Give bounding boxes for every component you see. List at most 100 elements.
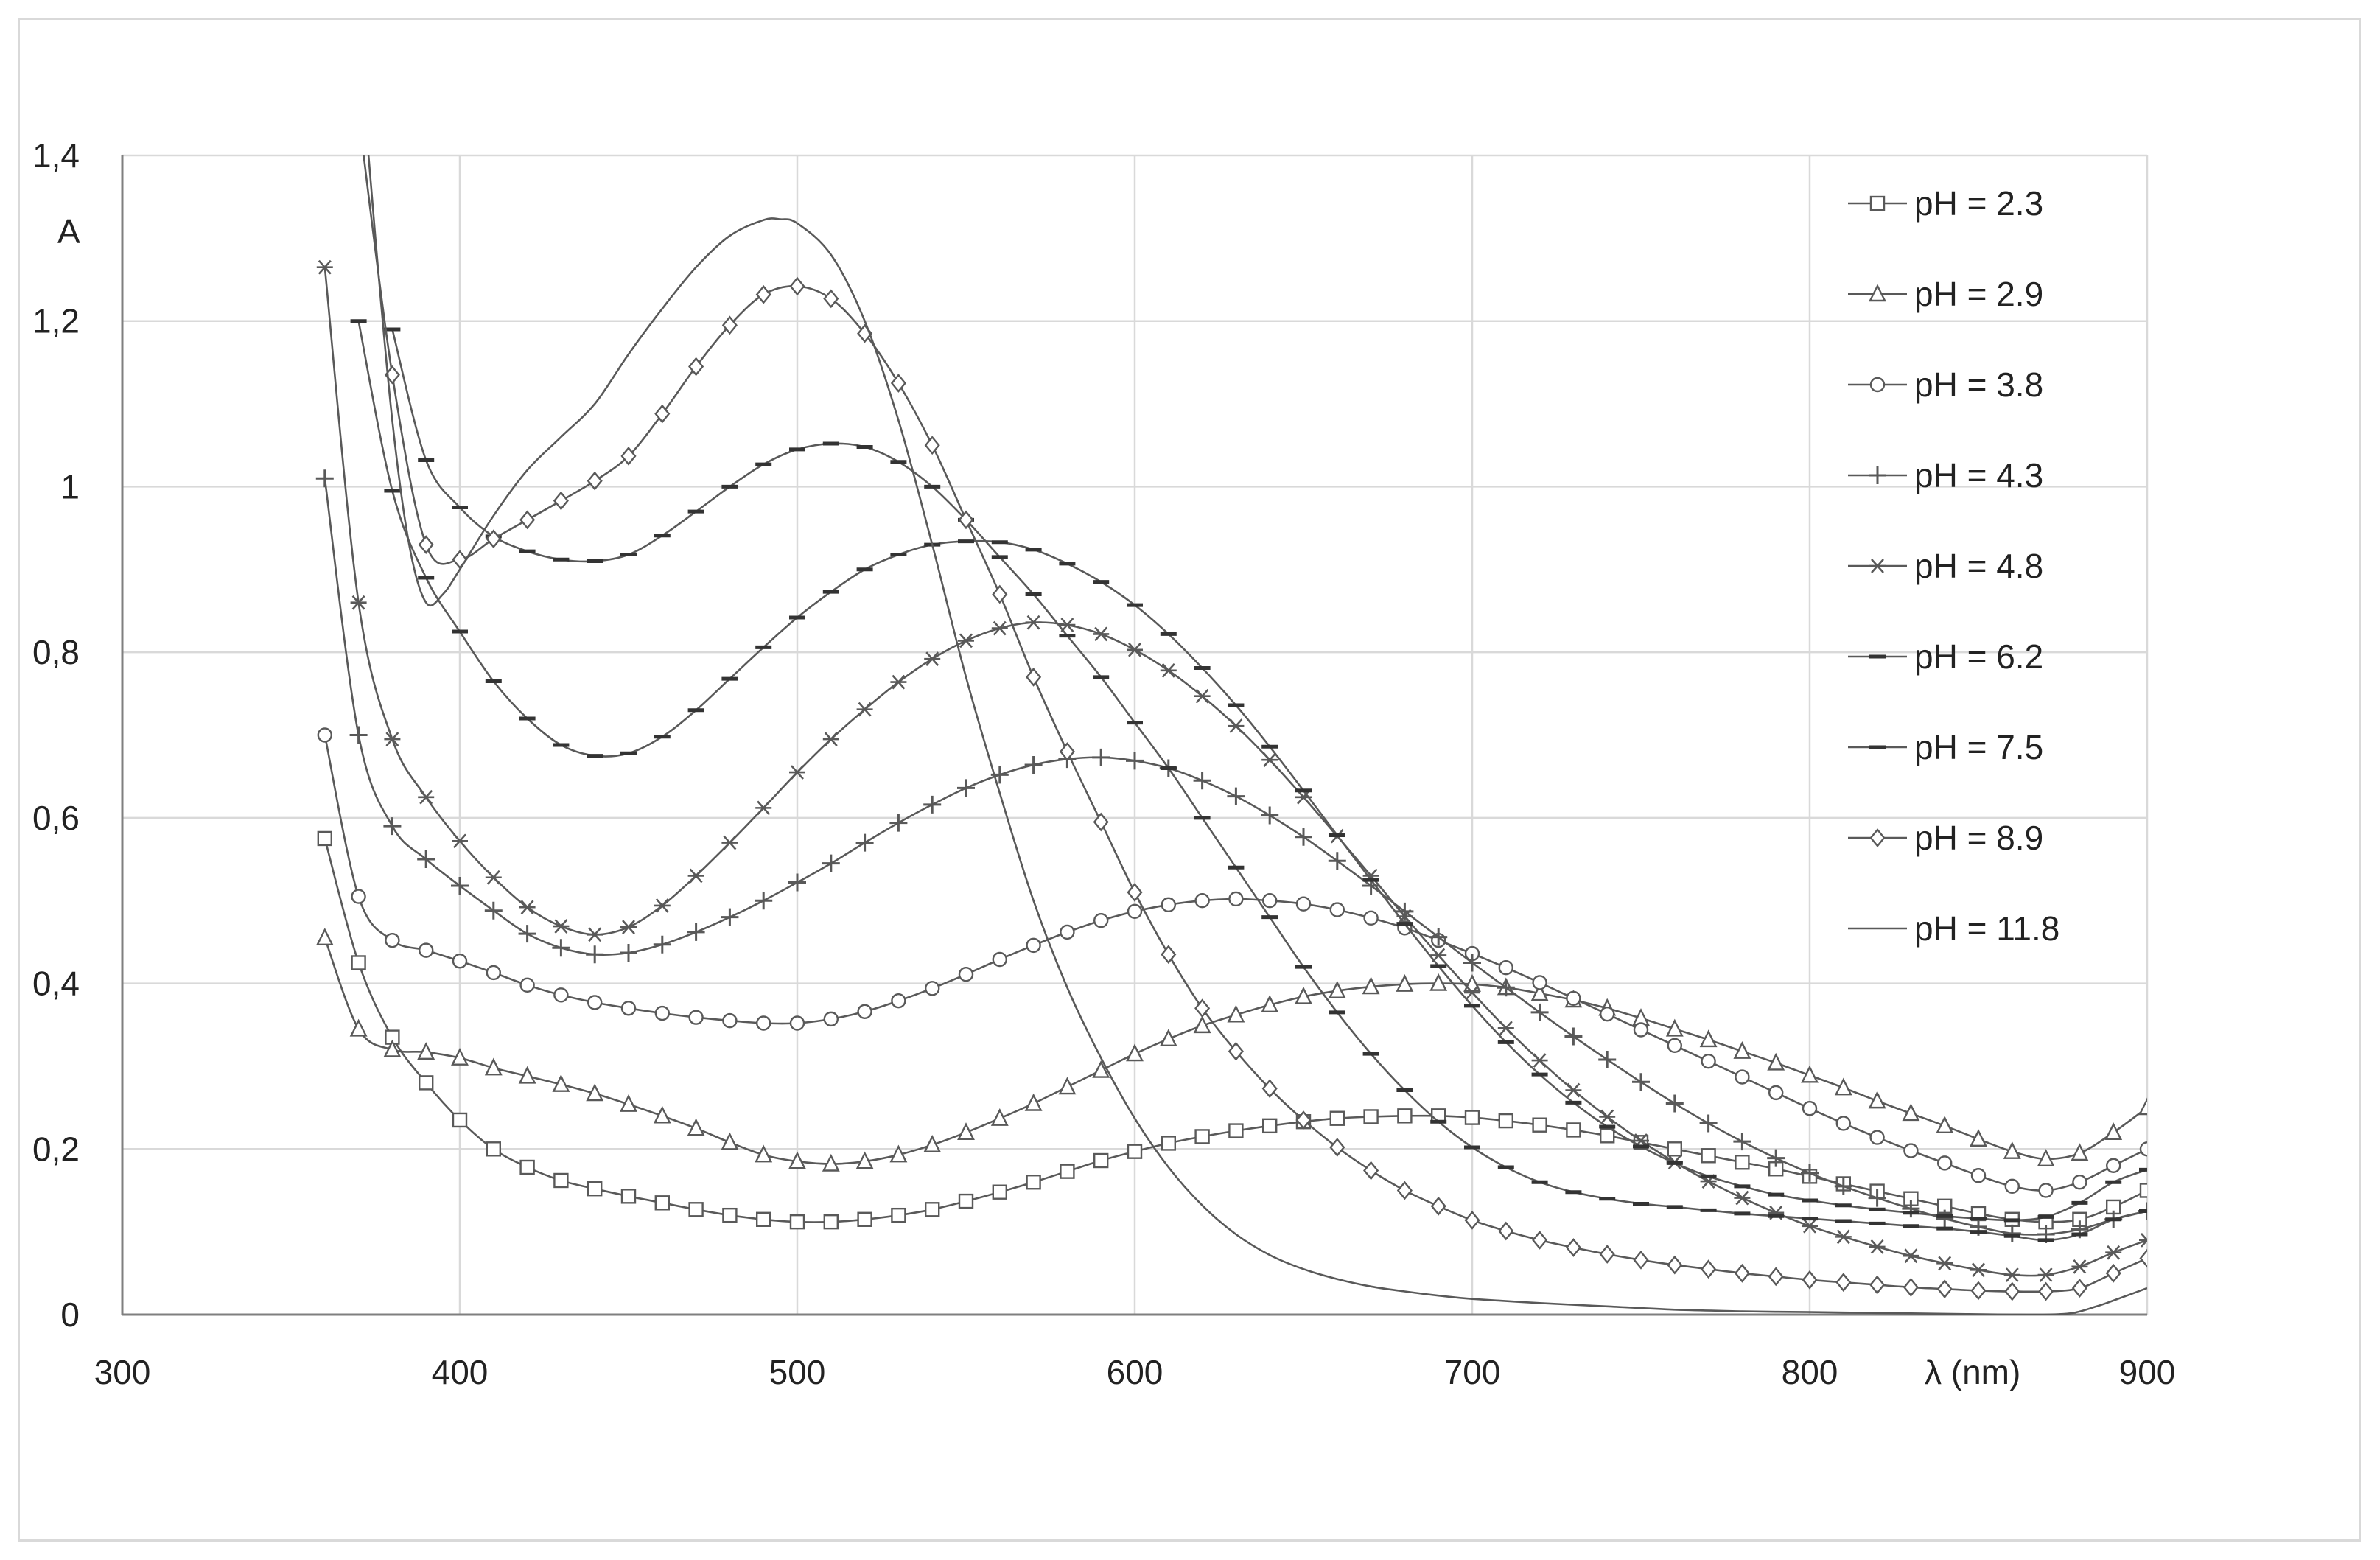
- data-point: [992, 951, 1008, 968]
- data-point: [958, 1193, 974, 1209]
- data-point: [1228, 1123, 1244, 1138]
- data-point: [2003, 1224, 2021, 1242]
- data-point: [1026, 937, 1041, 954]
- data-point: [789, 1214, 805, 1230]
- x-tick-label: 400: [432, 1353, 489, 1391]
- data-point: [351, 955, 366, 970]
- data-point: [1835, 1273, 1852, 1293]
- data-point: [1532, 1117, 1547, 1133]
- data-point: [722, 1207, 738, 1223]
- data-point: [1024, 755, 1043, 774]
- data-point: [484, 1057, 503, 1076]
- data-point: [1566, 990, 1581, 1006]
- data-point: [721, 908, 739, 926]
- y-tick-label: 0,4: [32, 965, 80, 1003]
- data-point: [1396, 974, 1414, 992]
- data-point: [1869, 195, 1886, 211]
- data-point: [1464, 1110, 1480, 1125]
- data-point: [519, 900, 536, 915]
- data-point: [1194, 1129, 1210, 1144]
- data-point: [2037, 1149, 2055, 1166]
- data-point: [484, 901, 503, 920]
- legend-label: pH = 2.3: [1914, 184, 2043, 223]
- data-point: [1228, 1041, 1244, 1061]
- data-point: [1531, 1053, 1548, 1068]
- legend-label: pH = 3.8: [1914, 365, 2043, 404]
- data-point: [620, 920, 637, 935]
- data-point: [1127, 903, 1143, 920]
- data-point: [1869, 284, 1886, 302]
- data-point: [890, 674, 907, 690]
- legend-item: pH = 4.8: [1848, 547, 2043, 585]
- data-point: [2105, 1158, 2121, 1173]
- data-point: [552, 939, 570, 957]
- data-point: [1936, 1116, 1954, 1134]
- data-point: [1768, 1267, 1784, 1287]
- data-point: [349, 1018, 368, 1037]
- data-point: [620, 446, 637, 466]
- data-point: [1633, 1022, 1649, 1038]
- data-point: [654, 1195, 670, 1211]
- data-point: [721, 315, 738, 335]
- data-point: [991, 620, 1008, 636]
- data-point: [688, 357, 704, 377]
- data-point: [889, 814, 908, 832]
- series-group: [315, 155, 2147, 1315]
- legend-label: pH = 8.9: [1914, 819, 2043, 857]
- series-line: [323, 478, 2147, 1236]
- data-point: [1463, 954, 1481, 972]
- data-point: [1228, 891, 1244, 907]
- data-point: [1733, 1041, 1751, 1059]
- data-point: [1160, 662, 1177, 678]
- data-point: [1903, 1248, 1919, 1264]
- legend-item: pH = 3.8: [1848, 365, 2043, 404]
- legend-label: pH = 11.8: [1914, 909, 2059, 948]
- data-point: [1633, 1250, 1649, 1270]
- data-point: [1161, 945, 1177, 965]
- data-point: [990, 1108, 1009, 1126]
- data-point: [788, 1151, 806, 1169]
- data-point: [418, 535, 434, 554]
- data-point: [1194, 998, 1211, 1018]
- data-point: [1060, 1164, 1075, 1179]
- data-point: [1092, 748, 1110, 766]
- data-point: [1936, 1209, 1954, 1228]
- y-tick-label: 0,6: [32, 799, 80, 837]
- data-point: [2004, 1178, 2020, 1195]
- data-point: [755, 800, 772, 816]
- data-point: [822, 854, 840, 872]
- data-point: [789, 276, 805, 296]
- data-point: [1430, 1196, 1446, 1216]
- data-point: [1159, 1029, 1177, 1047]
- x-tick-label: 900: [2119, 1353, 2176, 1391]
- data-point: [1802, 1101, 1818, 1116]
- y-tick-label: 1: [60, 467, 80, 506]
- data-point: [1363, 910, 1379, 926]
- data-point: [1835, 1116, 1852, 1131]
- data-point: [1599, 1109, 1616, 1124]
- data-point: [923, 795, 942, 814]
- data-point: [1970, 1262, 1987, 1278]
- legend-label: pH = 7.5: [1914, 728, 2043, 766]
- data-point: [1227, 1004, 1245, 1023]
- data-point: [2038, 1281, 2054, 1301]
- data-point: [1498, 960, 1514, 976]
- data-point: [451, 1048, 469, 1066]
- data-point: [1026, 1175, 1041, 1190]
- data-point: [1970, 1281, 1987, 1301]
- data-point: [822, 1153, 840, 1172]
- data-point: [486, 965, 501, 981]
- data-point: [653, 1105, 671, 1124]
- data-point: [519, 1159, 535, 1175]
- data-point: [385, 932, 400, 948]
- data-point: [1295, 896, 1312, 912]
- data-point: [1329, 1138, 1345, 1157]
- data-point: [2003, 1141, 2021, 1159]
- legend-item: pH = 8.9: [1848, 819, 2043, 857]
- data-point: [654, 898, 671, 913]
- data-point: [755, 284, 771, 304]
- x-tick-label: 300: [94, 1353, 151, 1391]
- data-point: [2104, 1122, 2123, 1141]
- data-point: [1532, 1230, 1548, 1250]
- data-point: [315, 928, 334, 945]
